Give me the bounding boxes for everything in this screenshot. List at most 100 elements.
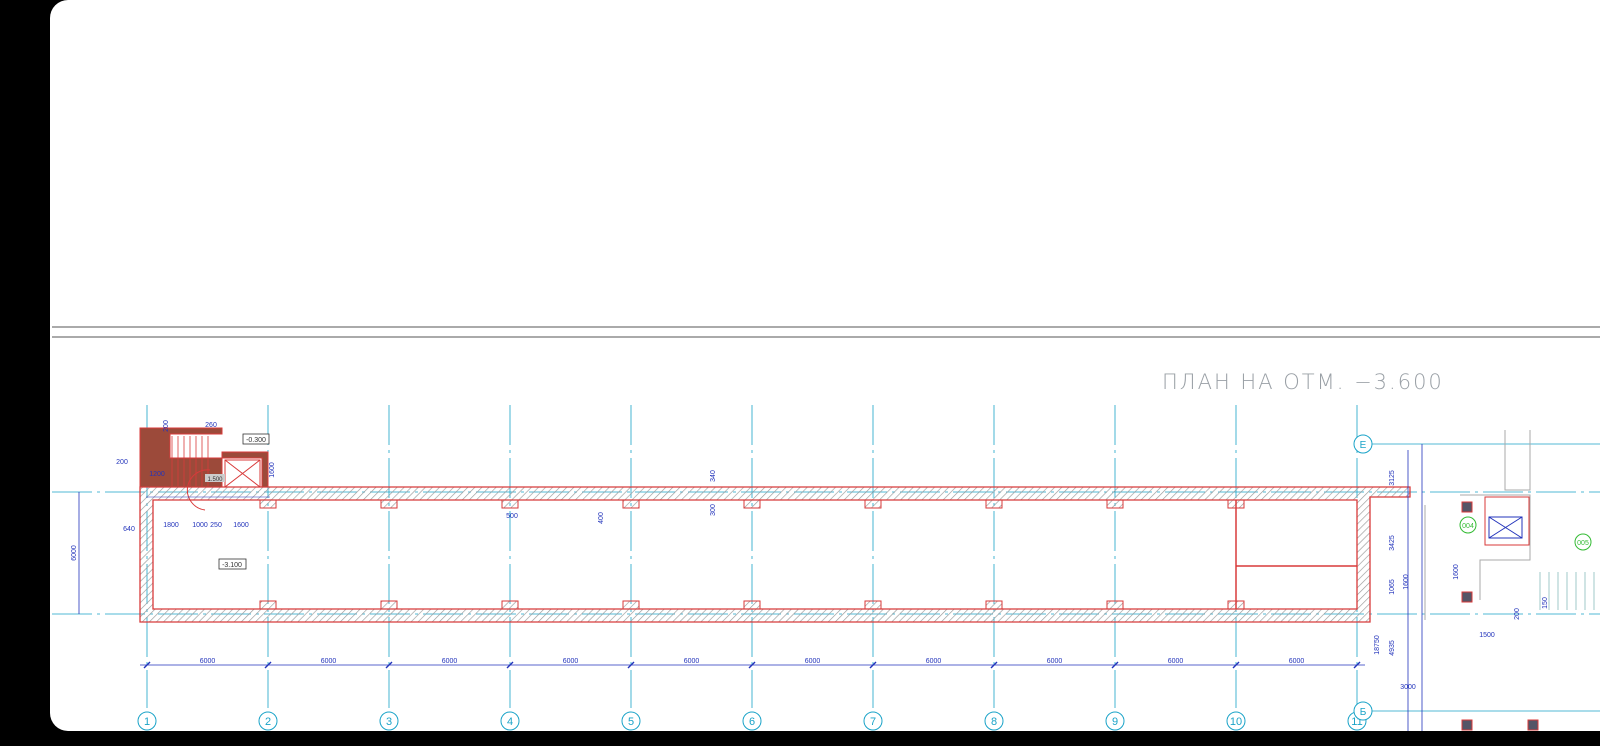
axis-label: Е [1360,440,1367,451]
dimension-text: 1800 [163,522,179,529]
dimension-text: 300 [710,504,717,516]
column [1461,591,1473,603]
axis-bubble [379,711,399,731]
pilaster [864,499,882,509]
axis-bubble [500,711,520,731]
dimension-tick [1353,661,1361,669]
pilaster [985,600,1003,610]
axis-label: 5 [628,716,634,728]
room-tag [1574,533,1592,551]
level-mark [218,558,247,570]
axis-label: 2 [265,716,271,728]
axis-bubble [258,711,278,731]
span-dimension: 6000 [200,658,216,665]
dimension-text: 1200 [149,471,165,478]
dimension-tick [990,661,998,669]
axis-bubble [984,711,1004,731]
pilaster [743,600,761,610]
elevator-car [1488,516,1523,539]
pilaster [259,499,277,509]
dimension-text: 260 [205,422,217,429]
exterior-wall [139,486,1411,623]
level-mark [242,433,270,445]
span-dimension: 6000 [563,658,579,665]
dimension-text: 200 [163,420,170,432]
room-tag-text: 005 [1577,540,1589,547]
span-dimension: 6000 [1047,658,1063,665]
axis-label: 10 [1230,716,1242,728]
level-mark-text: -0.300 [246,437,266,444]
dimension-text: 1600 [233,522,249,529]
pilaster [1106,499,1124,509]
dimension-text: 500 [506,513,518,520]
dimension-text: 3000 [1400,684,1416,691]
span-dimension: 6000 [805,658,821,665]
room-tag-text: 004 [1462,523,1474,530]
pilaster [501,499,519,509]
elevator-cross [224,459,261,488]
dimension-tick [1232,661,1240,669]
dimension-text: 3425 [1389,535,1396,551]
dimension-text: 18750 [1374,635,1381,655]
column [1461,501,1473,513]
level-mark-text: -3.100 [222,562,242,569]
plan-title: ПЛАН НА ОТМ. −3.600 [1162,370,1444,394]
dimension-text: 1500 [1479,632,1495,639]
dimension-text: 150 [1542,597,1549,609]
axis-label: 4 [507,716,513,728]
span-dimension: 6000 [1168,658,1184,665]
axis-bubble [863,711,883,731]
span-dimension: 6000 [321,658,337,665]
dimension-text: 640 [123,526,135,533]
dimension-tick [385,661,393,669]
level-mark [205,474,225,482]
axis-label: 1 [144,716,150,728]
dimension-text: 4935 [1389,640,1396,656]
door-swing [186,469,211,511]
dimension-tick [506,661,514,669]
pilaster [380,600,398,610]
pilaster [622,600,640,610]
elevator-wall [221,451,269,488]
room-tag [1459,516,1477,534]
stair-wall [139,427,223,488]
pilaster [1106,600,1124,610]
dimension-text: 200 [1514,608,1521,620]
pilaster [501,600,519,610]
axis-bubble [742,711,762,731]
dimension-text: 340 [710,470,717,482]
axis-bubble [1226,711,1246,731]
dimension-text: 1600 [1453,564,1460,580]
axis-bubble [137,711,157,731]
pilaster [259,600,277,610]
elevator-shaft [1484,496,1530,546]
dimension-text: 1000 [192,522,208,529]
span-dimension: 6000 [1289,658,1305,665]
elevator-shaft [224,459,261,488]
pilaster [380,499,398,509]
dimension-tick [1111,661,1119,669]
axis-bubble [621,711,641,731]
dimension-tick [264,661,272,669]
span-dimension: 6000 [926,658,942,665]
column [1461,719,1473,731]
span-dimension: 6000 [442,658,458,665]
elevator-cross [1488,516,1523,539]
dimension-tick [627,661,635,669]
left-dimension: 6000 [71,545,78,561]
span-dimension: 6000 [684,658,700,665]
column [1527,719,1539,731]
axis-label: 9 [1112,716,1118,728]
axis-label: 6 [749,716,755,728]
dimension-text: 250 [210,522,222,529]
dimension-text: 1600 [1403,574,1410,590]
adjacent-wall [1424,430,1531,620]
pilaster [985,499,1003,509]
pilaster [743,499,761,509]
pilaster [622,499,640,509]
axis-label: 11 [1351,716,1362,728]
axis-label: 8 [991,716,997,728]
dimension-tick [869,661,877,669]
pilaster [864,600,882,610]
